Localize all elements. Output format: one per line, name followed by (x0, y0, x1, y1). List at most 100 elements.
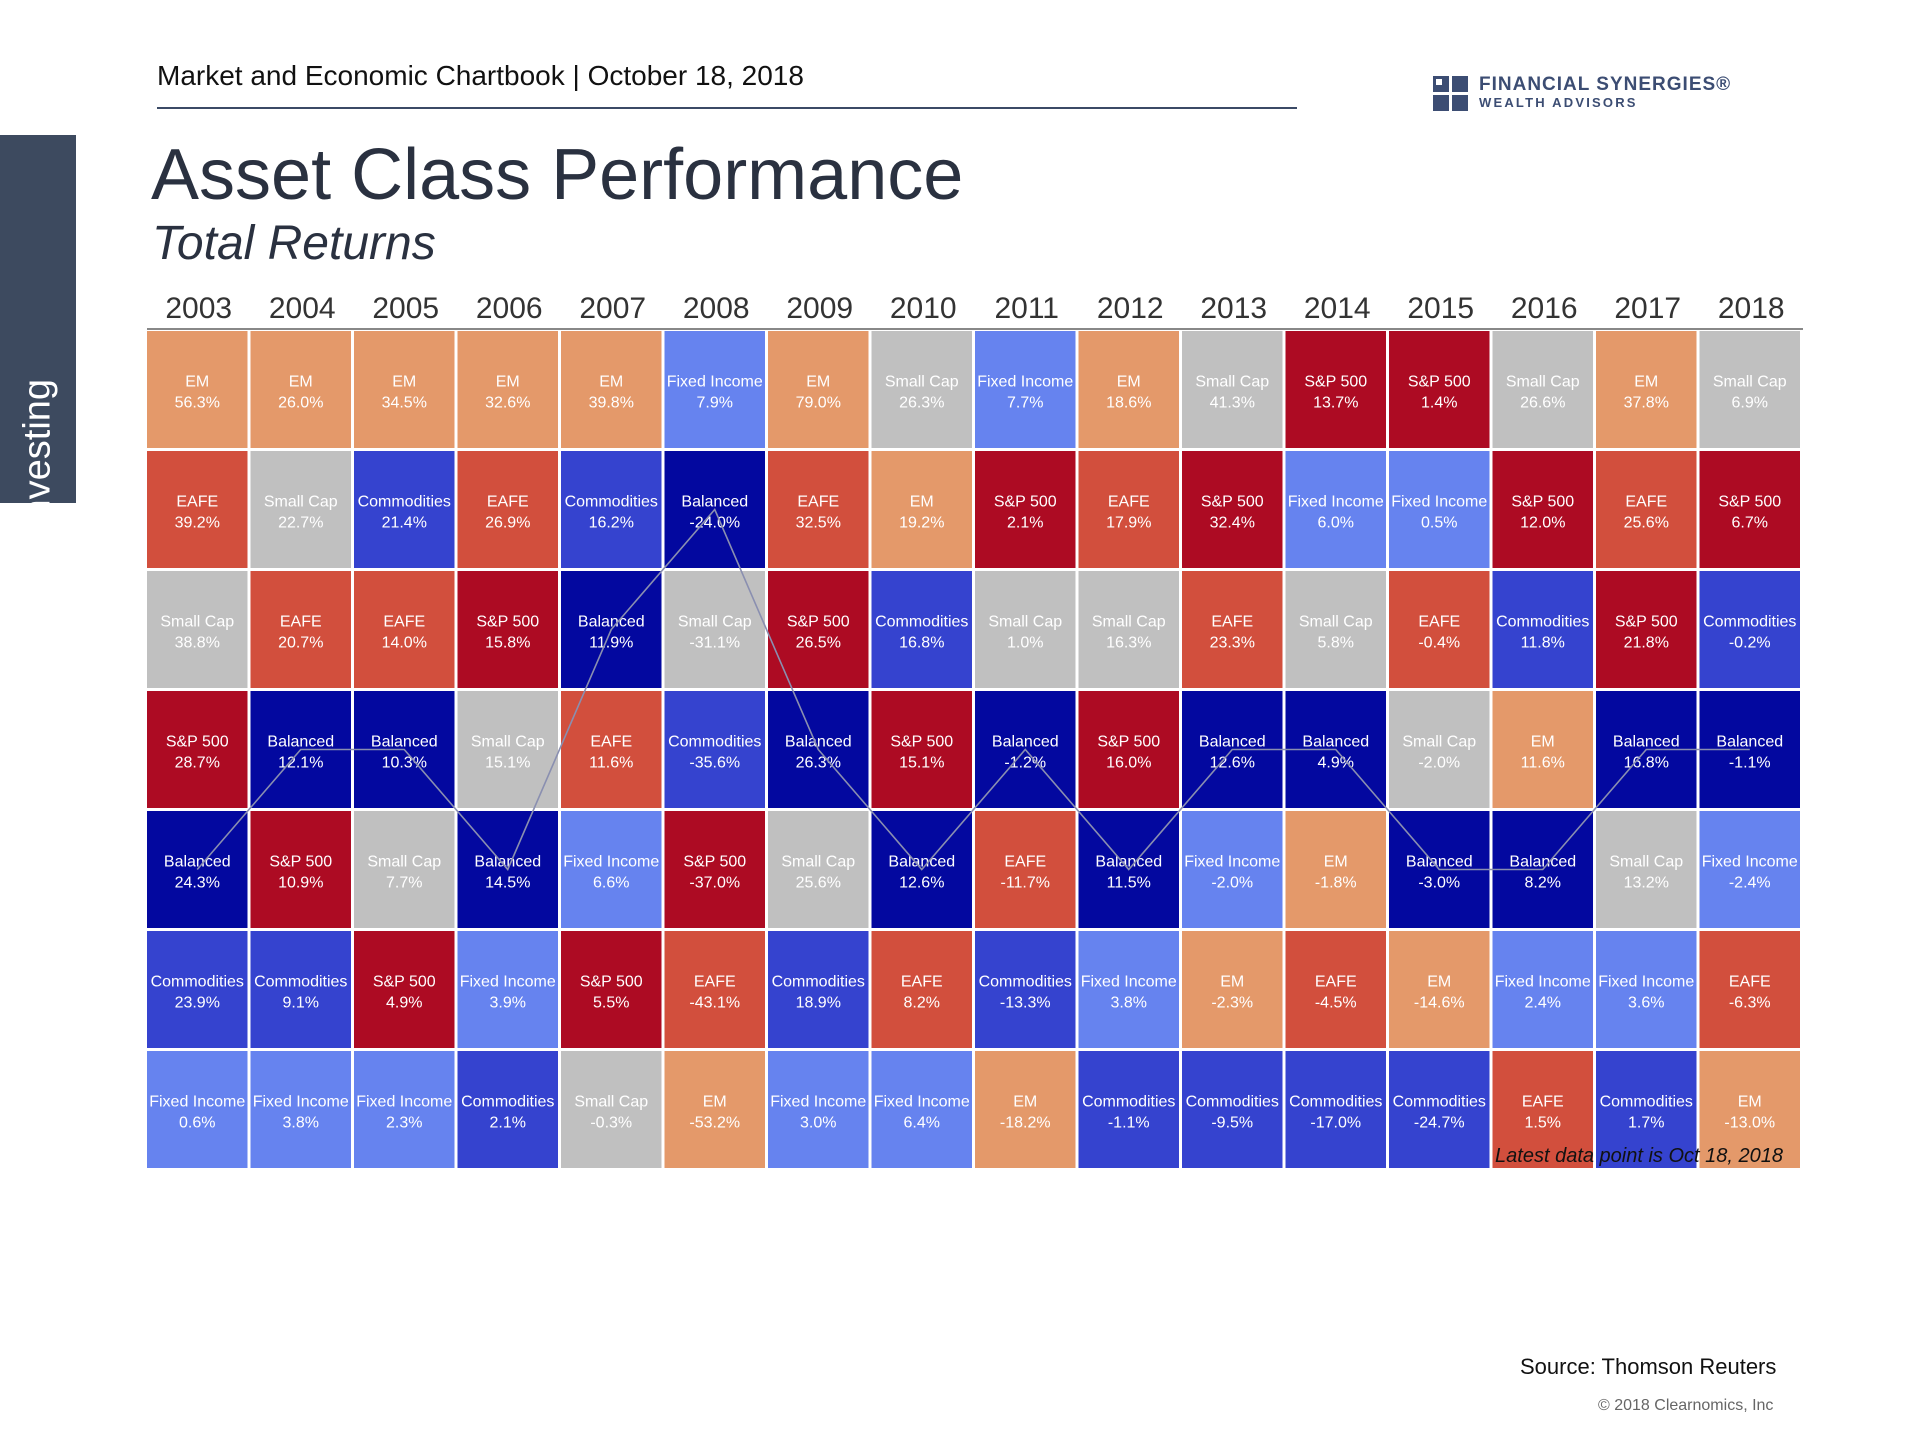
cell-label-2012-eafe: EAFE (1108, 494, 1150, 511)
cell-label-2010-balanced: Balanced (888, 854, 955, 871)
cell-label-2011-commodities: Commodities (979, 974, 1072, 991)
cell-label-2008-em: EM (703, 1094, 727, 1111)
cell-value-2003-small-cap: 38.8% (175, 635, 220, 652)
year-label-2016: 2016 (1511, 292, 1578, 325)
cell-2005-small-cap (354, 811, 455, 928)
cell-value-2006-fixed-income: 3.9% (490, 995, 526, 1012)
cell-label-2018-small-cap: Small Cap (1713, 374, 1787, 391)
cell-value-2018-fixed-income: -2.4% (1729, 875, 1771, 892)
cell-value-2016-small-cap: 26.6% (1520, 395, 1565, 412)
cell-value-2005-commodities: 21.4% (382, 515, 427, 532)
cell-2014-small-cap (1285, 571, 1386, 688)
cell-label-2011-em: EM (1013, 1094, 1037, 1111)
cell-value-2003-fixed-income: 0.6% (179, 1115, 215, 1132)
cell-2011-fixed-income (975, 331, 1076, 448)
cell-value-2006-s-p-500: 15.8% (485, 635, 530, 652)
cell-2010-small-cap (871, 331, 972, 448)
cell-value-2009-commodities: 18.9% (796, 995, 841, 1012)
cell-2004-s-p-500 (250, 811, 351, 928)
header-title: Market and Economic Chartbook | October … (157, 60, 804, 91)
cell-value-2014-commodities: -17.0% (1310, 1115, 1361, 1132)
cell-2015-fixed-income (1389, 451, 1490, 568)
cell-value-2013-balanced: 12.6% (1210, 755, 1255, 772)
cell-label-2016-fixed-income: Fixed Income (1495, 974, 1591, 991)
cell-value-2016-em: 11.6% (1521, 755, 1565, 772)
cell-label-2012-small-cap: Small Cap (1092, 614, 1166, 631)
cell-value-2008-fixed-income: 7.9% (697, 395, 733, 412)
year-label-2008: 2008 (683, 292, 750, 325)
cell-value-2017-balanced: 16.8% (1624, 755, 1669, 772)
cell-label-2015-fixed-income: Fixed Income (1391, 494, 1487, 511)
cell-value-2011-em: -18.2% (1000, 1115, 1051, 1132)
cell-label-2004-commodities: Commodities (254, 974, 347, 991)
cell-2013-commodities (1182, 1051, 1283, 1168)
cell-2010-fixed-income (871, 1051, 972, 1168)
cell-label-2006-em: EM (496, 374, 520, 391)
cell-label-2015-balanced: Balanced (1406, 854, 1473, 871)
cell-2005-fixed-income (354, 1051, 455, 1168)
cell-value-2013-small-cap: 41.3% (1210, 395, 1255, 412)
cell-2006-eafe (457, 451, 558, 568)
cell-value-2003-s-p-500: 28.7% (175, 755, 220, 772)
cell-2009-s-p-500 (768, 571, 869, 688)
page-subtitle: Total Returns (152, 217, 436, 270)
cell-value-2018-em: -13.0% (1724, 1115, 1775, 1132)
cell-value-2011-s-p-500: 2.1% (1007, 515, 1043, 532)
cell-2015-eafe (1389, 571, 1490, 688)
cell-value-2013-em: -2.3% (1211, 995, 1253, 1012)
cell-2009-fixed-income (768, 1051, 869, 1168)
logo-line2: WEALTH ADVISORS (1479, 95, 1638, 110)
cell-value-2016-commodities: 11.8% (1521, 635, 1565, 652)
cell-label-2005-s-p-500: S&P 500 (373, 974, 436, 991)
cell-label-2003-em: EM (185, 374, 209, 391)
cell-label-2013-balanced: Balanced (1199, 734, 1266, 751)
cell-label-2017-eafe: EAFE (1625, 494, 1667, 511)
year-label-2018: 2018 (1718, 292, 1785, 325)
cell-label-2007-em: EM (599, 374, 623, 391)
year-label-2014: 2014 (1304, 292, 1371, 325)
cell-value-2013-eafe: 23.3% (1210, 635, 1255, 652)
cell-label-2004-balanced: Balanced (267, 734, 334, 751)
cell-2018-s-p-500 (1699, 451, 1800, 568)
year-label-2010: 2010 (890, 292, 957, 325)
cell-label-2014-eafe: EAFE (1315, 974, 1357, 991)
cell-label-2013-fixed-income: Fixed Income (1184, 854, 1280, 871)
cell-label-2008-fixed-income: Fixed Income (667, 374, 763, 391)
cell-2016-small-cap (1492, 331, 1593, 448)
cell-2017-s-p-500 (1596, 571, 1697, 688)
cell-value-2012-small-cap: 16.3% (1106, 635, 1151, 652)
cell-label-2015-commodities: Commodities (1393, 1094, 1486, 1111)
cell-2009-eafe (768, 451, 869, 568)
cell-2017-commodities (1596, 1051, 1697, 1168)
cell-label-2004-small-cap: Small Cap (264, 494, 338, 511)
cell-value-2008-em: -53.2% (689, 1115, 740, 1132)
cell-label-2015-em: EM (1427, 974, 1451, 991)
year-label-2004: 2004 (269, 292, 336, 325)
cell-value-2017-em: 37.8% (1624, 395, 1669, 412)
cell-2004-eafe (250, 571, 351, 688)
year-label-2017: 2017 (1614, 292, 1681, 325)
cell-2008-eafe (664, 931, 765, 1048)
cell-value-2004-commodities: 9.1% (283, 995, 319, 1012)
year-label-2009: 2009 (786, 292, 853, 325)
cell-label-2013-small-cap: Small Cap (1195, 374, 1269, 391)
logo-line1: FINANCIAL SYNERGIES® (1479, 74, 1732, 95)
cell-label-2016-small-cap: Small Cap (1506, 374, 1580, 391)
cell-label-2008-eafe: EAFE (694, 974, 736, 991)
cell-2012-commodities (1078, 1051, 1179, 1168)
cell-label-2003-small-cap: Small Cap (160, 614, 234, 631)
cell-label-2011-small-cap: Small Cap (988, 614, 1062, 631)
cell-2008-em (664, 1051, 765, 1168)
cell-label-2017-small-cap: Small Cap (1609, 854, 1683, 871)
cell-2004-commodities (250, 931, 351, 1048)
cell-2004-em (250, 331, 351, 448)
cell-value-2015-balanced: -3.0% (1418, 875, 1460, 892)
cell-label-2007-fixed-income: Fixed Income (563, 854, 659, 871)
cell-value-2015-s-p-500: 1.4% (1421, 395, 1457, 412)
cell-value-2005-s-p-500: 4.9% (386, 995, 422, 1012)
cell-value-2015-small-cap: -2.0% (1418, 755, 1460, 772)
cell-value-2006-small-cap: 15.1% (485, 755, 530, 772)
year-label-2007: 2007 (579, 292, 646, 325)
cell-2007-eafe (561, 691, 662, 808)
cell-2014-s-p-500 (1285, 331, 1386, 448)
